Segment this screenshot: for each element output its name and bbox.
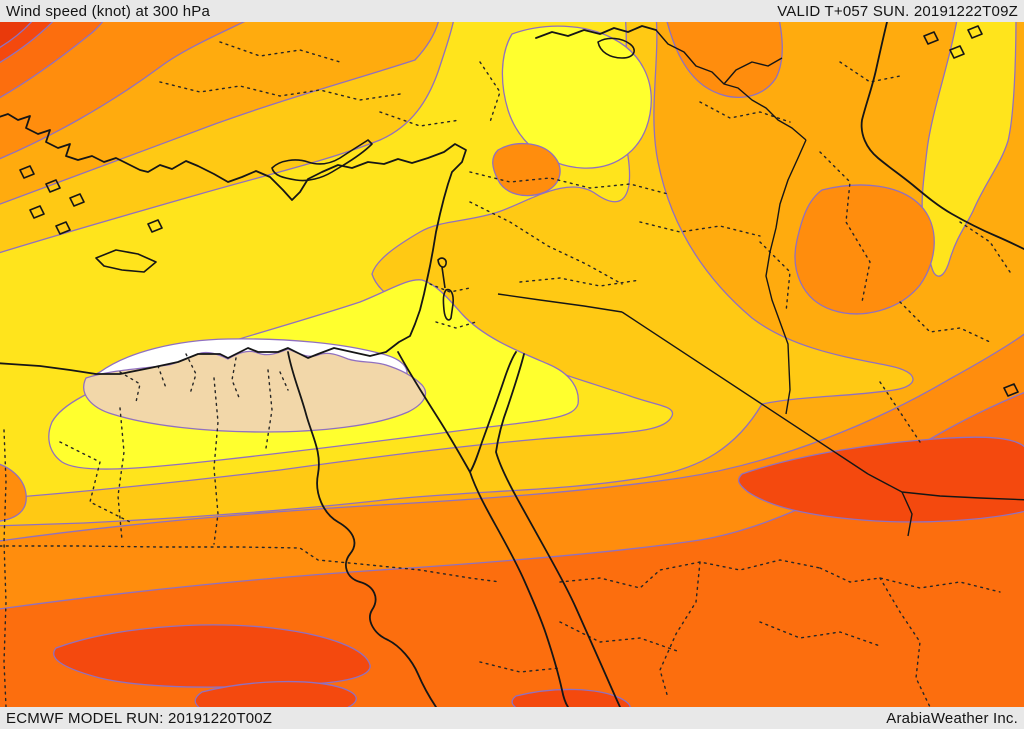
- lake-east-turkey: [597, 37, 635, 59]
- coastline-red-sea-east: [495, 353, 621, 707]
- map-title: Wind speed (knot) at 300 hPa: [6, 2, 211, 20]
- coastlines: [0, 22, 1024, 707]
- model-run-label: ECMWF MODEL RUN: 20191220T00Z: [6, 709, 273, 727]
- band-red-streak-right: [737, 436, 1024, 523]
- band-orange-right-middle: [794, 184, 935, 315]
- band-red-blob-bottom-left: [53, 624, 371, 688]
- band-orange-top-right: [666, 22, 783, 98]
- coastline-caspian: [860, 22, 1024, 251]
- band-yellow-caspian: [921, 22, 1017, 277]
- band-bright-yellow-van-patch: [501, 25, 652, 169]
- aegean-islands: [19, 165, 163, 273]
- coastline-sinai-gulfs: [397, 351, 517, 473]
- band-red-northwest-corner: [0, 22, 33, 49]
- wind-speed-contour-map: [0, 22, 1024, 707]
- provider-label: ArabiaWeather Inc.: [886, 709, 1018, 727]
- galilee-dead-sea: [437, 257, 454, 321]
- country-borders-solid: [497, 29, 1024, 537]
- band-red-blob-bottom-left-2: [194, 680, 357, 707]
- band-orange-syria-blob: [492, 143, 561, 197]
- band-red-blob-bottom-middle: [511, 688, 631, 707]
- coastline-cyprus: [271, 139, 373, 182]
- nile-river: [287, 351, 437, 707]
- footer-bar: ECMWF MODEL RUN: 20191220T00Z ArabiaWeat…: [0, 707, 1024, 729]
- weather-map: [0, 22, 1024, 707]
- coastline-black-sea: [535, 25, 657, 39]
- coastline-anatolia-levant-egypt: [0, 113, 467, 375]
- valid-time-label: VALID T+057 SUN. 20191222T09Z: [777, 2, 1018, 20]
- header-bar: Wind speed (knot) at 300 hPa VALID T+057…: [0, 0, 1024, 22]
- caspian-islands: [923, 25, 1019, 397]
- admin-borders-dotted: [0, 41, 1011, 707]
- coastline-red-sea-west: [469, 471, 569, 707]
